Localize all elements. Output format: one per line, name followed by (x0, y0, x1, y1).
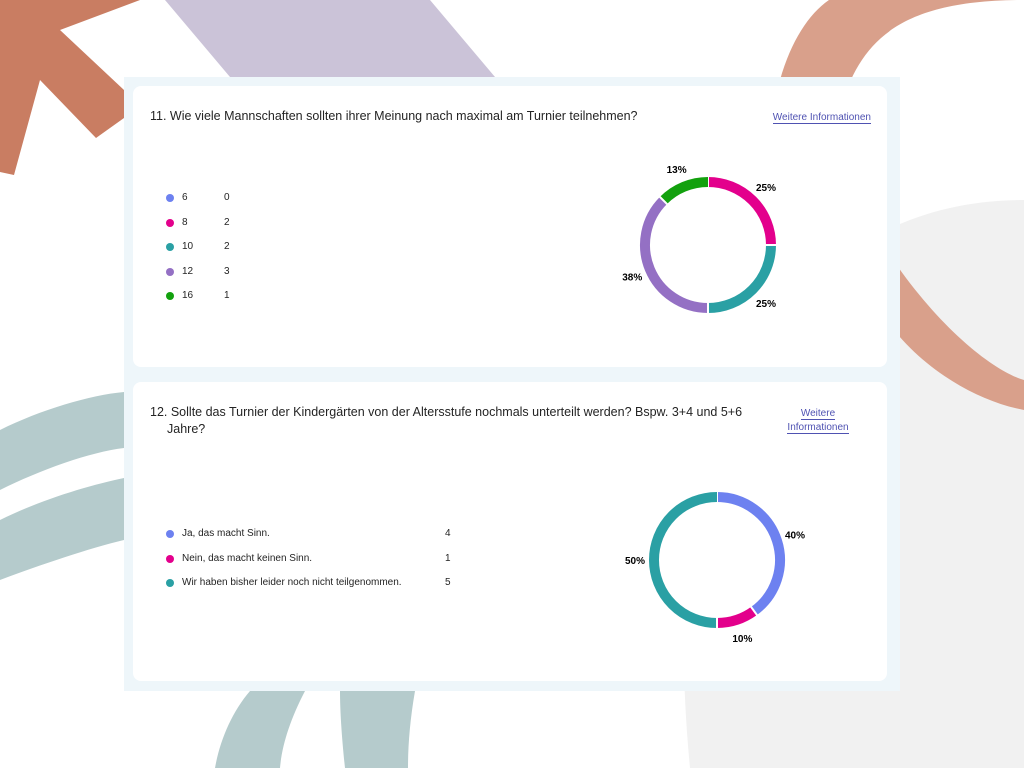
donut-slice[interactable] (649, 492, 718, 628)
salmon-band-shape (880, 240, 1024, 410)
question-title: 11. Wie viele Mannschaften sollten ihrer… (150, 109, 638, 123)
donut-slice[interactable] (707, 177, 776, 246)
legend-label: Ja, das macht Sinn. (182, 528, 270, 539)
legend-count: 2 (224, 241, 230, 252)
question-card-12: 12. Sollte das Turnier der Kindergärten … (133, 382, 887, 681)
legend-color-dot (166, 267, 174, 276)
legend-color-dot (166, 218, 174, 227)
question-card-11: 11. Wie viele Mannschaften sollten ihrer… (133, 86, 887, 367)
donut-slice-separator (655, 192, 672, 209)
donut-slice[interactable] (659, 177, 709, 205)
legend-count: 2 (224, 216, 230, 228)
legend-count: 3 (224, 265, 230, 277)
slice-percent-label: 50% (625, 556, 645, 567)
slice-percent-label: 10% (732, 634, 752, 645)
results-panel: 11. Wie viele Mannschaften sollten ihrer… (124, 77, 900, 691)
more-info-link-text[interactable]: Weitere Informationen (772, 112, 871, 124)
slice-percent-label: 13% (667, 165, 687, 176)
teal-band-shape-2 (0, 478, 124, 580)
teal-band-shape (0, 392, 124, 490)
lavender-band-shape (165, 0, 495, 77)
donut-slice[interactable] (716, 606, 757, 628)
legend-label: 16 (182, 290, 194, 301)
donut-chart: 25% 25% 38% 13% (622, 165, 781, 318)
legend-label: Nein, das macht keinen Sinn. (182, 552, 313, 564)
slice-percent-label: 25% (756, 299, 776, 310)
legend-color-dot (166, 530, 174, 538)
legend-color-dot (166, 243, 174, 251)
legend-count: 4 (445, 528, 451, 539)
teal-bottom-shape (215, 691, 305, 768)
donut-slice-separator (747, 602, 761, 620)
legend-count: 0 (224, 192, 230, 203)
legend-color-dot (166, 579, 174, 587)
slice-percent-label: 40% (785, 531, 805, 542)
more-info-link[interactable]: Weitere Informationen (773, 407, 863, 435)
legend-color-dot (166, 554, 174, 563)
donut-slice[interactable] (640, 196, 709, 313)
legend-label: 12 (182, 265, 194, 277)
legend-count: 5 (445, 577, 451, 588)
slice-percent-label: 25% (756, 183, 776, 194)
donut-slice[interactable] (716, 492, 785, 616)
donut-slice[interactable] (707, 244, 776, 313)
question-title: 12. Sollte das Turnier der Kindergärten … (150, 405, 743, 436)
legend-label: 8 (182, 216, 188, 228)
legend-label: Wir haben bisher leider noch nicht teilg… (182, 577, 402, 588)
legend-color-dot (166, 194, 174, 202)
legend-count: 1 (224, 290, 230, 301)
slice-percent-label: 38% (622, 272, 642, 283)
donut-chart: 40% 10% 50% (625, 487, 805, 645)
more-info-link[interactable]: Weitere Informationen (772, 111, 871, 125)
teal-bottom-shape-2 (340, 691, 415, 768)
legend-color-dot (166, 292, 174, 300)
legend-count: 1 (445, 552, 451, 564)
legend-label: 10 (182, 241, 194, 252)
more-info-link-text[interactable]: Weitere Informationen (787, 408, 849, 434)
legend-label: 6 (182, 192, 188, 203)
terracotta-arrow-shape (0, 0, 140, 175)
